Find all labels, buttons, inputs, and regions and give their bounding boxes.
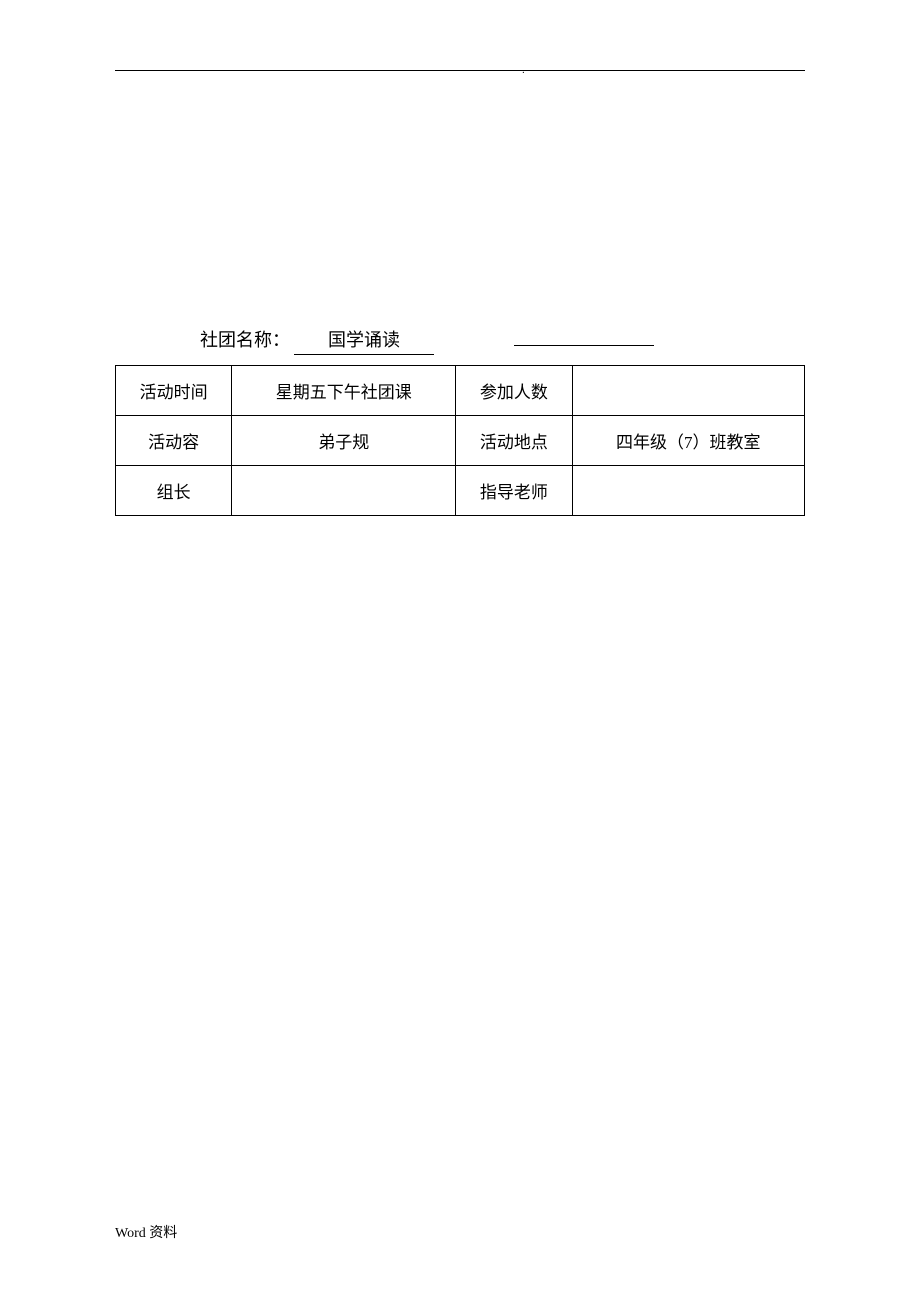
club-name-blank [514,343,654,346]
table-row: 活动容 弟子规 活动地点 四年级（7）班教室 [116,416,805,466]
cell-label-activity-time: 活动时间 [116,366,232,416]
cell-value-location: 四年级（7）班教室 [572,416,804,466]
cell-label-activity-content: 活动容 [116,416,232,466]
cell-value-activity-time: 星期五下午社团课 [232,366,456,416]
cell-value-participants [572,366,804,416]
header-dot: . [522,65,525,76]
club-name-row: 社团名称： 国学诵读 [200,326,805,355]
cell-label-leader: 组长 [116,466,232,516]
table-row: 组长 指导老师 [116,466,805,516]
document-page: . 社团名称： 国学诵读 活动时间 星期五下午社团课 参加人数 活动容 弟子规 … [0,0,920,1302]
cell-value-activity-content: 弟子规 [232,416,456,466]
table-row: 活动时间 星期五下午社团课 参加人数 [116,366,805,416]
cell-label-participants: 参加人数 [456,366,572,416]
info-table: 活动时间 星期五下午社团课 参加人数 活动容 弟子规 活动地点 四年级（7）班教… [115,365,805,516]
footer-text: Word 资料 [115,1222,177,1242]
cell-value-teacher [572,466,804,516]
cell-label-teacher: 指导老师 [456,466,572,516]
club-name-label: 社团名称： [200,326,290,352]
cell-label-location: 活动地点 [456,416,572,466]
cell-value-leader [232,466,456,516]
header-rule: . [115,70,805,71]
club-name-value: 国学诵读 [294,326,434,355]
